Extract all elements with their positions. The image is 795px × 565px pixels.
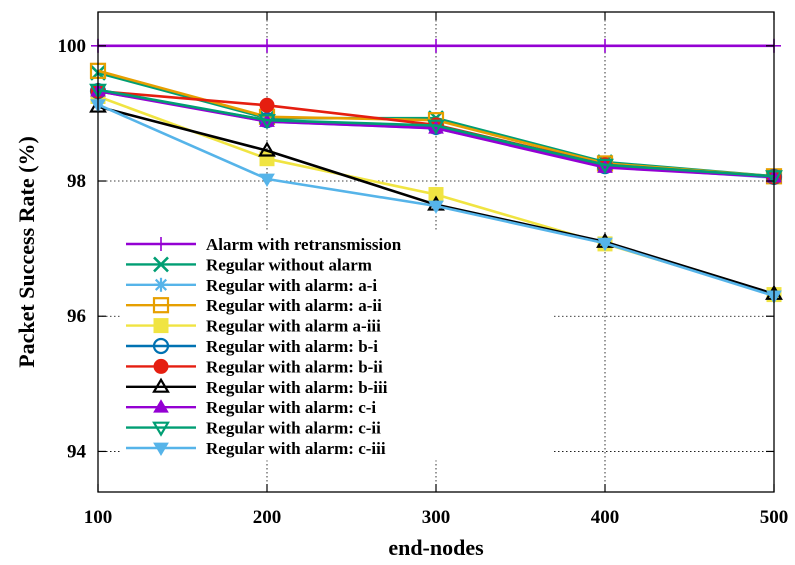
data-point	[259, 173, 275, 187]
data-point	[598, 38, 612, 53]
legend-item: Regular with alarm: b-i	[126, 337, 378, 356]
x-tick-label: 200	[253, 507, 282, 528]
legend-marker	[153, 442, 169, 456]
legend-label: Regular with alarm: a-i	[206, 276, 377, 295]
legend-marker	[152, 421, 170, 437]
legend-marker	[152, 337, 170, 355]
legend-marker	[152, 377, 170, 393]
x-axis-title: end-nodes	[388, 535, 484, 560]
data-point	[429, 38, 443, 53]
y-tick-label: 98	[67, 171, 86, 192]
x-tick-label: 100	[84, 507, 113, 528]
legend-item: Regular with alarm: c-ii	[126, 419, 381, 438]
y-axis-title: Packet Success Rate (%)	[14, 136, 39, 368]
legend-marker	[154, 277, 168, 292]
legend-item: Regular with alarm: b-iii	[126, 377, 388, 397]
legend-item: Regular with alarm a-iii	[126, 317, 381, 336]
legend-label: Regular with alarm: a-ii	[206, 296, 382, 315]
x-tick-label: 400	[591, 507, 620, 528]
x-tick-label: 500	[760, 507, 789, 528]
series	[91, 38, 781, 53]
data-point	[260, 38, 274, 53]
data-point	[428, 200, 444, 215]
legend-marker	[153, 256, 169, 273]
data-point	[258, 114, 276, 130]
data-point	[427, 119, 445, 135]
data-point	[596, 158, 614, 174]
legend-item: Regular with alarm: a-i	[126, 276, 377, 295]
legend-marker	[154, 237, 168, 251]
legend-item: Alarm with retransmission	[126, 235, 402, 254]
legend-marker	[153, 399, 169, 413]
data-point	[258, 141, 276, 157]
y-tick-label: 100	[58, 36, 87, 57]
legend-item: Regular with alarm: c-i	[126, 398, 376, 417]
legend-item: Regular with alarm: c-iii	[126, 439, 386, 458]
legend-label: Regular with alarm: c-iii	[206, 439, 386, 458]
x-tick-label: 300	[422, 507, 451, 528]
data-point	[597, 237, 613, 252]
tick-layer: 94 96 98 100 100 200 300 400 500	[58, 12, 789, 528]
y-tick-label: 96	[67, 306, 86, 327]
legend-label: Regular with alarm: b-ii	[206, 357, 383, 376]
series-line	[97, 88, 775, 178]
y-tick-label: 94	[67, 441, 87, 462]
legend-item: Regular with alarm: a-ii	[126, 296, 382, 315]
legend-marker	[152, 297, 170, 314]
legend-label: Regular with alarm: b-i	[206, 337, 378, 356]
legend-label: Regular with alarm: c-i	[206, 398, 376, 417]
legend-label: Regular with alarm: c-ii	[206, 419, 381, 438]
data-point	[259, 97, 275, 113]
legend-label: Regular without alarm	[206, 255, 372, 274]
legend-marker	[153, 358, 169, 374]
legend-label: Regular with alarm: b-iii	[206, 378, 388, 397]
legend-item: Regular without alarm	[126, 255, 372, 274]
legend-label: Alarm with retransmission	[206, 235, 402, 254]
legend-item: Regular with alarm: b-ii	[126, 357, 383, 376]
legend-marker	[153, 318, 169, 334]
legend-label: Regular with alarm a-iii	[206, 317, 381, 336]
